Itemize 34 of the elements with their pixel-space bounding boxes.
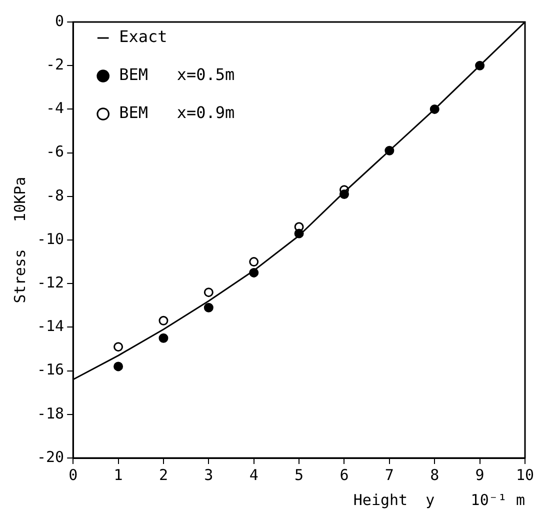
- y-tick-label: -2: [46, 55, 64, 74]
- y-tick-label: -12: [37, 273, 64, 292]
- y-axis-title: Stress 10KPa: [10, 176, 29, 304]
- x-tick-label: 3: [204, 466, 214, 484]
- legend-label: BEM x=0.5m: [119, 65, 235, 84]
- point: [204, 288, 214, 298]
- x-tick-label: 2: [158, 466, 168, 484]
- x-axis-title: Height y 10⁻¹ m: [353, 490, 525, 509]
- x-tick-label: 8: [430, 466, 440, 484]
- x-tick-label: 7: [384, 466, 394, 484]
- y-tick-label: -4: [46, 99, 64, 118]
- x-tick-label: 1: [114, 466, 123, 484]
- point: [204, 302, 214, 312]
- y-tick-label: -6: [46, 142, 64, 161]
- x-tick-label: 6: [340, 466, 349, 484]
- y-tick-label: -10: [37, 230, 64, 248]
- x-tick-label: 5: [294, 466, 304, 484]
- x-tick-label: 10: [516, 466, 534, 484]
- x-tick-label: 0: [68, 466, 78, 484]
- point: [158, 316, 168, 326]
- y-tick-label: 0: [55, 12, 64, 30]
- point: [114, 342, 124, 352]
- y-tick-label: -14: [37, 317, 64, 336]
- y-tick-label: -20: [37, 448, 64, 466]
- legend-label: BEM x=0.9m: [119, 103, 235, 122]
- x-tick-label: 4: [249, 466, 258, 484]
- y-tick-label: -16: [37, 360, 64, 379]
- x-tick-label: 9: [475, 466, 484, 484]
- legend-label: Exact: [119, 27, 168, 46]
- point: [114, 362, 124, 372]
- y-tick-label: -18: [37, 404, 64, 422]
- point: [158, 333, 168, 343]
- point: [249, 257, 259, 267]
- y-tick-label: -8: [46, 186, 64, 204]
